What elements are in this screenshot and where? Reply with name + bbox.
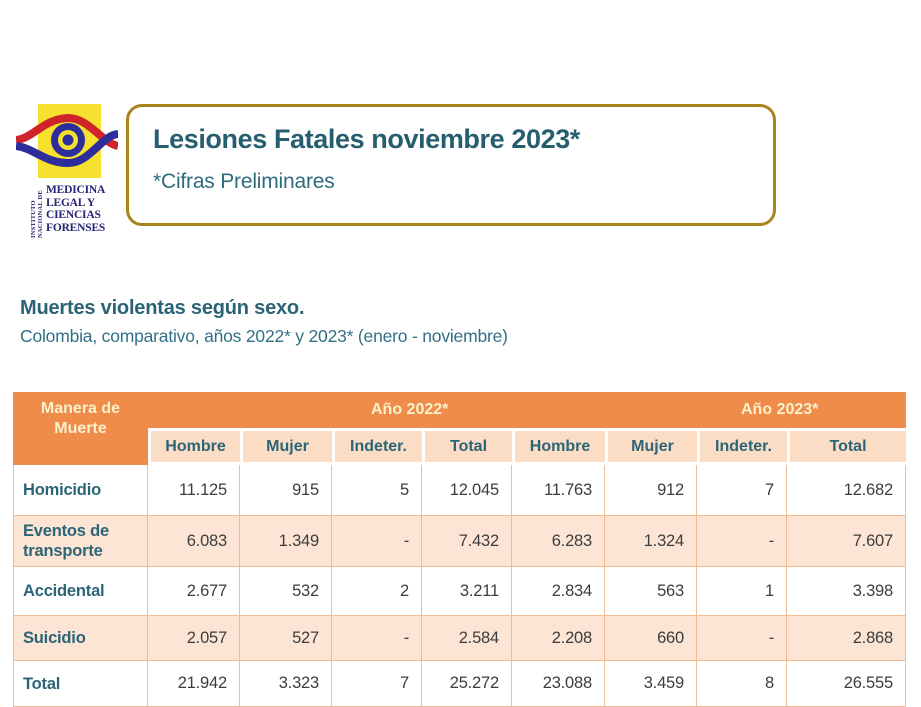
logo-name-line: CIENCIAS [46,209,101,221]
logo-name-line: FORENSES [46,221,106,234]
row-label-total: Total [13,661,148,707]
row-label-eventos-de-transporte: Eventos de transporte [13,516,148,567]
deaths-by-sex-table: Manera de Muerte Año 2022* Año 2023* Hom… [13,392,906,707]
row-label-accidental: Accidental [13,567,148,616]
table-cell: 2.208 [512,616,605,661]
section-heading: Muertes violentas según sexo. [20,297,305,319]
table-cell: 1 [697,567,787,616]
table-cell: 3.211 [422,567,512,616]
table-cell: 915 [240,465,332,516]
column-header-indeter-2022: Indeter. [332,431,422,465]
table-cell: 7.432 [422,516,512,567]
table-cell: 21.942 [148,661,240,707]
column-header-indeter-2023: Indeter. [697,431,787,465]
column-header-total-2022: Total [422,431,512,465]
table-cell: 12.682 [787,465,906,516]
row-label-suicidio: Suicidio [13,616,148,661]
table-cell: 7 [697,465,787,516]
page-subtitle: *Cifras Preliminares [153,170,335,193]
year-group-header-2022: Año 2022* [148,392,512,431]
table-cell: 2.584 [422,616,512,661]
column-header-total-2023: Total [787,431,906,465]
table-cell: - [332,516,422,567]
table-cell: 12.045 [422,465,512,516]
table-cell: 2.834 [512,567,605,616]
table-cell: 8 [697,661,787,707]
section-subheading: Colombia, comparativo, años 2022* y 2023… [20,326,508,346]
table-cell: 3.323 [240,661,332,707]
column-header-mujer-2022: Mujer [240,431,332,465]
table-cell: 1.349 [240,516,332,567]
table-cell: 3.398 [787,567,906,616]
eye-logo-icon [16,104,118,178]
table-cell: 527 [240,616,332,661]
column-header-hombre-2023: Hombre [512,431,605,465]
table-cell: 563 [605,567,697,616]
year-2023-label: Año 2023* [741,401,819,418]
table-cell: 2.868 [787,616,906,661]
table-cell: 912 [605,465,697,516]
table-cell: 2.677 [148,567,240,616]
year-2022-label: Año 2022* [371,401,449,418]
table-cell: 2.057 [148,616,240,661]
logo-vertical-text: INSTITUTO NACIONAL DE [30,190,44,238]
table-cell: 11.763 [512,465,605,516]
logo-name-line: LEGAL Y [46,196,95,209]
table-cell: 26.555 [787,661,906,707]
table-cell: 23.088 [512,661,605,707]
row-label-homicidio: Homicidio [13,465,148,516]
logo-institute-name: INSTITUTO NACIONAL DE MEDICINA LEGAL Y C… [30,184,105,238]
table-cell: 7.607 [787,516,906,567]
table-cell: 3.459 [605,661,697,707]
logo-name-line: MEDICINA [46,184,106,196]
section-heading-block: Muertes violentas según sexo. Colombia, … [20,297,508,347]
column-header-mujer-2023: Mujer [605,431,697,465]
table-cell: 660 [605,616,697,661]
title-box: Lesiones Fatales noviembre 2023* *Cifras… [126,104,776,226]
table-cell: 5 [332,465,422,516]
table-cell: 2 [332,567,422,616]
column-header-hombre-2022: Hombre [148,431,240,465]
year-group-header-2023: Año 2023* [512,392,906,431]
table-cell: 25.272 [422,661,512,707]
table-cell: 6.083 [148,516,240,567]
corner-header-manera-de-muerte: Manera de Muerte [13,392,148,465]
page-title: Lesiones Fatales noviembre 2023* [153,124,580,154]
table-cell: 6.283 [512,516,605,567]
table-cell: - [697,516,787,567]
table-cell: 11.125 [148,465,240,516]
table-cell: - [332,616,422,661]
table-cell: - [697,616,787,661]
table-cell: 7 [332,661,422,707]
table-cell: 1.324 [605,516,697,567]
table-cell: 532 [240,567,332,616]
institute-logo: INSTITUTO NACIONAL DE MEDICINA LEGAL Y C… [16,100,126,240]
